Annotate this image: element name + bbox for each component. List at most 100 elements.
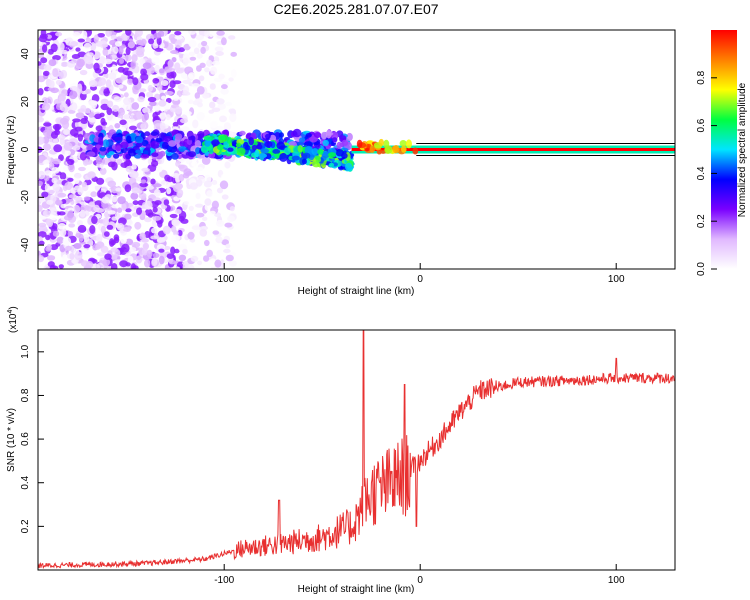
heatmap-cell [38,136,45,145]
heatmap-cell [103,58,113,65]
heatmap-cell [38,231,47,238]
heatmap-cell [172,121,179,127]
heatmap-cell [216,177,222,183]
heatmap-cell [264,141,273,148]
heatmap-cell [155,165,163,173]
heatmap-cell [313,132,322,138]
heatmap-cell [52,68,59,77]
spectrogram-panel: -100 0 100 -40 -20 0 20 40 Height of straight … [6,29,676,297]
heatmap-cell [120,141,129,149]
heatmap-cell [101,43,109,48]
heatmap-cell [216,187,224,194]
heatmap-cell [87,171,96,179]
heatmap-cell [174,31,182,36]
heatmap-cell [219,135,227,141]
bottom-y-ticks: 0.2 0.4 0.6 0.8 1.0 [20,344,44,533]
heatmap-cell [46,54,52,60]
heatmap-cell [150,140,160,149]
heatmap-cell [171,153,179,160]
heatmap-cell [122,226,131,232]
heatmap-cell [147,84,153,92]
heatmap-cell [239,130,246,136]
heatmap-cell [39,196,46,203]
heatmap-cell [336,141,343,150]
heatmap-cell [187,151,197,158]
heatmap-cell [204,239,210,247]
colorbar-tick-label: 0.4 [696,166,707,180]
heatmap-cell [135,149,142,154]
heatmap-cell [114,123,121,129]
heatmap-cell [167,59,174,68]
heatmap-cell [356,139,363,149]
heatmap-cell [117,66,125,73]
heatmap-cell [216,30,225,36]
y-scale-prefix: (x10 [8,313,19,333]
heatmap-cell [67,158,75,166]
heatmap-cell [199,62,206,68]
heatmap-cell [171,219,181,227]
heatmap-cell [57,223,67,230]
heatmap-cell [52,230,60,237]
heatmap-cell [174,209,182,215]
heatmap-cell [183,168,192,177]
heatmap-cell [211,60,221,66]
colorbar-tick-label: 0.6 [696,118,707,132]
heatmap-cell [62,237,72,246]
heatmap-cell [46,96,53,105]
heatmap-cell [98,136,104,145]
heatmap-cell [45,234,51,241]
heatmap-cell [113,30,123,33]
heatmap-cell [139,57,146,66]
heatmap-cell [72,118,81,123]
heatmap-cell [43,64,52,71]
heatmap-cell [221,194,229,200]
top-x-ticks: -100 0 100 [214,263,625,285]
heatmap-cell [38,53,45,59]
heatmap-cell [55,32,63,37]
heatmap-cell [152,206,158,213]
heatmap-cell [119,119,127,126]
heatmap-cell [196,86,205,95]
heatmap-cell [108,151,115,156]
heatmap-cell [76,58,85,68]
heatmap-cell [203,180,212,188]
heatmap-cell [90,42,97,51]
heatmap-cell [82,30,88,40]
heatmap-cell [131,241,141,248]
heatmap-cell [96,233,103,243]
heatmap-cell [296,141,305,147]
bottom-y-tick-label: 1.0 [20,344,31,358]
heatmap-cell [304,145,313,155]
heatmap-cell [38,68,42,77]
heatmap-cell [81,248,89,255]
heatmap-cell [151,227,158,234]
heatmap-cell [70,187,76,194]
heatmap-cell [113,46,119,54]
heatmap-cell [41,191,49,198]
heatmap-cell [215,219,225,227]
heatmap-cell [227,147,234,152]
heatmap-cell [47,255,56,261]
heatmap-cell [113,96,122,102]
heatmap-cell [89,225,96,234]
heatmap-cell [96,262,104,269]
heatmap-cell [95,156,103,165]
heatmap-cell [153,32,162,39]
heatmap-cell [172,94,180,101]
heatmap-cell [187,99,194,105]
bottom-x-axis-label: Height of straight line (km) [298,584,415,595]
heatmap-cell [79,69,88,76]
heatmap-cell [103,88,110,97]
heatmap-cell [60,61,69,67]
heatmap-cell [99,167,107,175]
heatmap-cell [105,79,112,88]
heatmap-cell [139,232,146,240]
heatmap-cell [146,91,154,98]
heatmap-cell [107,161,116,168]
heatmap-cell [412,147,419,155]
heatmap-cell [159,122,166,131]
top-y-tick-label: -40 [20,237,31,252]
heatmap-cell [170,50,179,54]
heatmap-cell [174,106,183,115]
heatmap-cell [86,206,93,212]
